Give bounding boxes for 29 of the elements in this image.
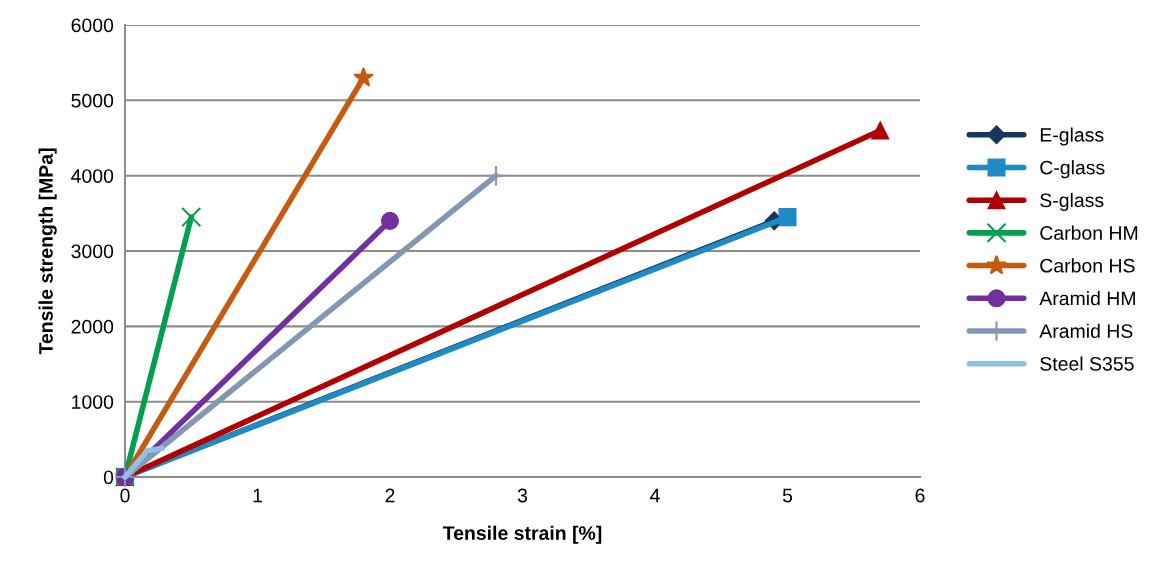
legend-label: Aramid HS <box>1039 323 1133 338</box>
y-tick-label: 2000 <box>71 319 114 334</box>
legend-label: Aramid HM <box>1039 291 1135 306</box>
x-tick-label: 5 <box>782 488 793 503</box>
x-tick-label: 4 <box>650 488 660 503</box>
point <box>380 211 400 230</box>
legend-label: S-glass <box>1040 192 1104 211</box>
y-tick-label: 0 <box>103 470 114 485</box>
x-axis-title: Tensile strain [%] <box>442 525 602 544</box>
y-tick-label: 5000 <box>71 93 114 108</box>
y-axis-title: Tensile strength [MPa] <box>38 148 57 355</box>
x-tick-label: 6 <box>915 488 925 503</box>
legend-label: Steel S355 <box>1040 356 1134 371</box>
y-tick-label: 4000 <box>71 169 114 183</box>
y-tick-label: 6000 <box>71 18 114 33</box>
legend-label: E-glass <box>1040 127 1104 146</box>
legend-label: C-glass <box>1040 160 1105 179</box>
point <box>485 164 507 187</box>
x-tick-label: 0 <box>120 488 130 503</box>
x-tick-label: 1 <box>253 488 262 503</box>
point <box>353 66 374 87</box>
legend-label: Carbon HS <box>1040 258 1135 273</box>
y-tick-label: 3000 <box>71 244 114 259</box>
legend-label: Carbon HM <box>1040 225 1138 240</box>
y-tick-label: 1000 <box>72 395 114 409</box>
point <box>871 121 890 140</box>
x-tick-label: 2 <box>385 488 395 503</box>
point <box>778 208 797 227</box>
x-tick-label: 3 <box>517 488 528 503</box>
